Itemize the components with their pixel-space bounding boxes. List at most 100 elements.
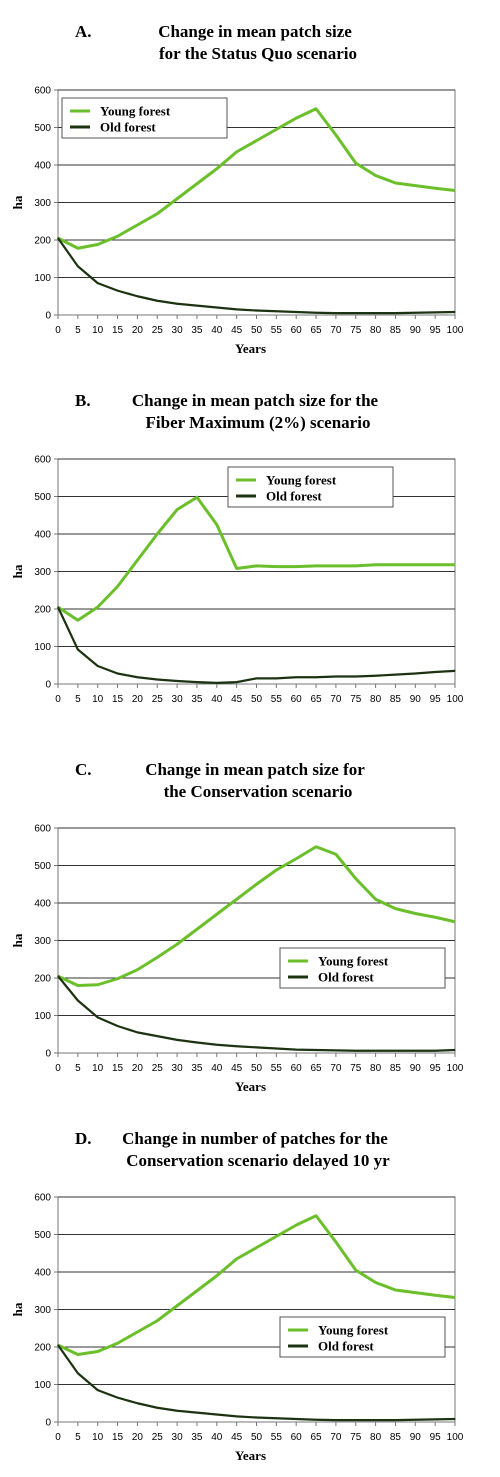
data-point xyxy=(97,1389,99,1391)
data-point xyxy=(434,916,436,918)
data-point xyxy=(176,303,178,305)
x-tick-label: 85 xyxy=(390,1432,402,1443)
x-tick-label: 0 xyxy=(55,325,61,336)
x-tick-label: 80 xyxy=(370,325,382,336)
data-point xyxy=(156,678,158,681)
data-point xyxy=(236,1045,238,1047)
y-tick-label: 100 xyxy=(34,1380,51,1391)
data-point xyxy=(295,676,297,678)
chart-title-line: Fiber Maximum (2%) scenario xyxy=(146,413,371,432)
chart-title-line: Change in number of patches for the xyxy=(122,1129,388,1148)
x-tick-label: 45 xyxy=(231,1432,243,1443)
data-point xyxy=(434,311,436,313)
data-point xyxy=(315,565,317,567)
x-tick-label: 60 xyxy=(291,1063,303,1074)
x-axis-label: Years xyxy=(235,1448,266,1463)
data-point xyxy=(454,1296,456,1299)
x-tick-label: 90 xyxy=(410,1432,422,1443)
legend-label: Old forest xyxy=(266,489,322,504)
data-point xyxy=(355,675,357,678)
y-tick-label: 100 xyxy=(34,1011,51,1022)
data-point xyxy=(295,117,297,119)
x-tick-label: 55 xyxy=(271,694,283,705)
data-point xyxy=(414,564,416,566)
data-point xyxy=(156,1407,158,1409)
y-tick-label: 200 xyxy=(34,1343,51,1354)
data-point xyxy=(315,1049,317,1051)
y-tick-label: 300 xyxy=(34,936,51,947)
x-tick-label: 15 xyxy=(112,694,124,705)
data-point xyxy=(116,290,119,292)
chart-panel-a: A. Change in mean patch size for the Statu… xyxy=(0,0,500,369)
legend-label: Young forest xyxy=(266,473,337,488)
data-point xyxy=(57,1344,59,1346)
x-tick-label: 25 xyxy=(152,1063,164,1074)
x-tick-label: 45 xyxy=(231,694,243,705)
data-point xyxy=(335,1419,337,1421)
x-axis-label: Years xyxy=(235,1079,266,1094)
data-point xyxy=(216,682,218,684)
data-point xyxy=(77,265,79,267)
x-tick-label: 5 xyxy=(75,1063,81,1074)
data-point xyxy=(136,295,138,297)
data-point xyxy=(77,999,79,1002)
x-tick-label: 40 xyxy=(211,694,223,705)
data-point xyxy=(434,564,436,566)
data-point xyxy=(176,1039,178,1041)
chart-title-line: Change in mean patch size for xyxy=(145,760,365,779)
data-point xyxy=(315,1419,317,1421)
x-tick-label: 80 xyxy=(370,1063,382,1074)
data-point xyxy=(255,1416,258,1419)
chart-a: A. Change in mean patch size for the Statu… xyxy=(10,22,464,356)
data-point xyxy=(414,912,416,915)
x-tick-label: 80 xyxy=(370,1432,382,1443)
data-point xyxy=(335,312,337,314)
data-point xyxy=(236,1258,238,1260)
legend-label: Old forest xyxy=(318,970,374,985)
data-point xyxy=(255,1247,258,1249)
y-axis-label: ha xyxy=(10,933,25,947)
x-tick-label: 100 xyxy=(447,694,464,705)
data-point xyxy=(394,1419,397,1421)
data-point xyxy=(116,1397,119,1399)
data-point xyxy=(394,564,397,566)
x-tick-label: 45 xyxy=(231,325,243,336)
data-point xyxy=(176,509,178,511)
x-tick-label: 65 xyxy=(310,325,322,336)
x-tick-label: 40 xyxy=(211,1432,223,1443)
data-point xyxy=(335,1241,337,1243)
data-point xyxy=(97,665,99,667)
data-point xyxy=(375,898,377,900)
data-point xyxy=(295,858,297,860)
data-point xyxy=(216,306,218,309)
data-point xyxy=(116,672,119,675)
chart-title-line: the Conservation scenario xyxy=(164,782,353,801)
data-point xyxy=(414,1050,416,1052)
data-point xyxy=(255,677,258,679)
x-tick-label: 10 xyxy=(92,325,104,336)
x-tick-label: 30 xyxy=(172,1432,184,1443)
x-tick-label: 10 xyxy=(92,1063,104,1074)
x-tick-label: 95 xyxy=(430,694,442,705)
x-tick-label: 75 xyxy=(350,325,362,336)
legend-label: Young forest xyxy=(318,954,389,969)
data-point xyxy=(315,846,317,848)
x-tick-label: 100 xyxy=(447,1432,464,1443)
data-point xyxy=(156,300,158,302)
legend-label: Old forest xyxy=(318,1339,374,1354)
data-point xyxy=(434,1050,436,1052)
data-point xyxy=(176,198,178,200)
y-tick-label: 600 xyxy=(34,824,51,835)
x-tick-label: 55 xyxy=(271,325,283,336)
chart-c: C. Change in mean patch size for the Conse… xyxy=(10,760,464,1094)
data-point xyxy=(355,565,357,567)
data-point xyxy=(315,108,317,110)
x-tick-label: 30 xyxy=(172,1063,184,1074)
y-axis-label: ha xyxy=(10,1302,25,1316)
data-point xyxy=(335,134,337,136)
data-point xyxy=(315,1215,317,1217)
x-tick-label: 95 xyxy=(430,325,442,336)
y-tick-label: 0 xyxy=(45,1418,51,1429)
legend-box xyxy=(279,1316,446,1358)
